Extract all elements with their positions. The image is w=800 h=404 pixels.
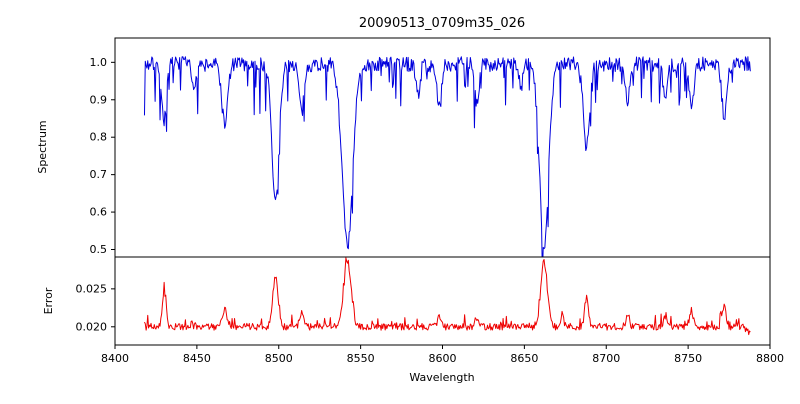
error-panel-border: [114, 256, 771, 346]
x-tick-label: 8650: [510, 352, 538, 365]
spectrum-line: [143, 56, 751, 257]
x-tick-label: 8600: [429, 352, 457, 365]
x-tick-label: 8400: [101, 352, 129, 365]
spectrum-y-tick-label: 0.8: [90, 131, 108, 144]
spectrum-y-tick-label: 0.5: [90, 243, 108, 256]
error-y-tick-label: 0.025: [76, 282, 108, 295]
x-tick-label: 8750: [674, 352, 702, 365]
error-line: [144, 257, 751, 336]
error-y-tick-label: 0.020: [76, 320, 108, 333]
x-tick-label: 8700: [592, 352, 620, 365]
chart-title: 20090513_0709m35_026: [359, 16, 525, 31]
spectrum-y-tick-label: 0.7: [90, 168, 108, 181]
spectrum-y-tick-label: 1.0: [90, 56, 108, 69]
x-axis-label: Wavelength: [409, 371, 474, 384]
spectrum-y-axis-label: Spectrum: [36, 120, 49, 173]
x-tick-label: 8450: [183, 352, 211, 365]
x-tick-label: 8800: [756, 352, 784, 365]
error-y-axis-label: Error: [42, 287, 55, 314]
x-tick-label: 8550: [347, 352, 375, 365]
spectrum-y-tick-label: 0.6: [90, 206, 108, 219]
spectrum-y-tick-label: 0.9: [90, 93, 108, 106]
x-tick-label: 8500: [265, 352, 293, 365]
